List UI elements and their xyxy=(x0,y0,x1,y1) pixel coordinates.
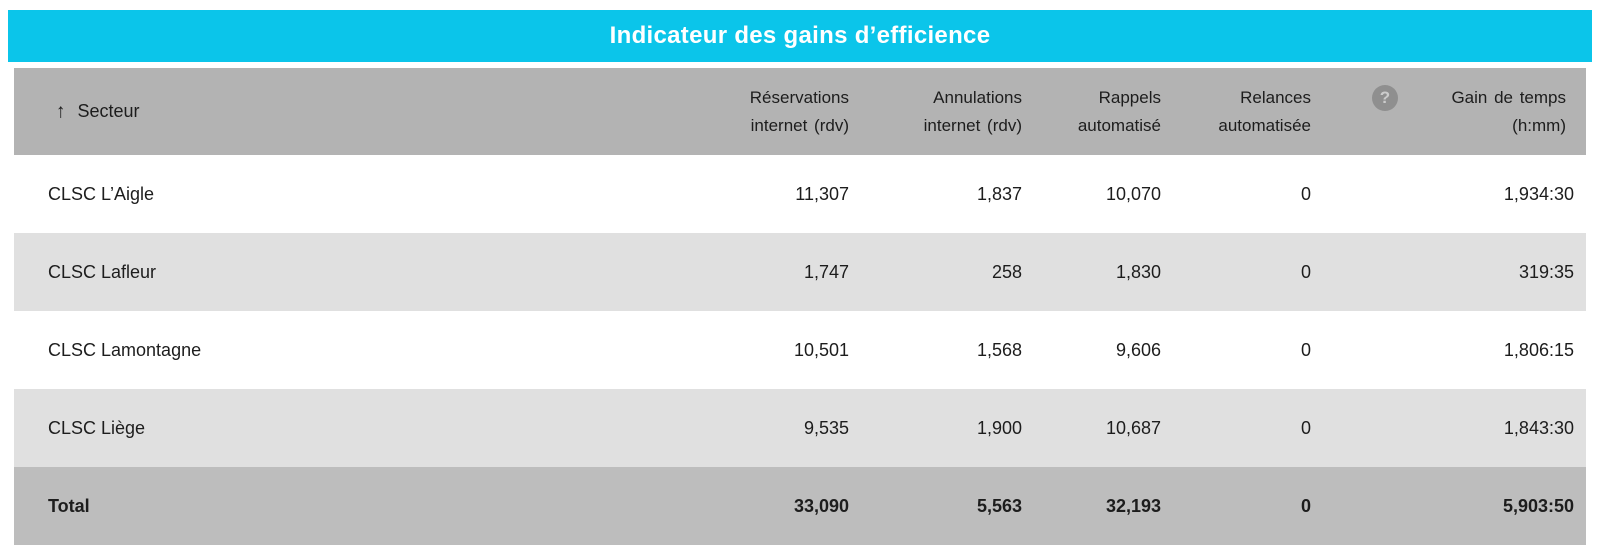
cell-reservations: 11,307 xyxy=(795,183,849,204)
total-reservations: 33,090 xyxy=(793,495,849,516)
cell-spacer xyxy=(1321,311,1416,389)
help-icon[interactable]: ? xyxy=(1372,85,1398,111)
cell-rappels: 10,070 xyxy=(1105,183,1161,204)
column-header-reservations[interactable]: Réservations internet (rdv) xyxy=(684,68,859,155)
total-label: Total xyxy=(48,495,90,516)
table-row: CLSC Lamontagne 10,501 1,568 9,606 0 1,8… xyxy=(14,311,1586,389)
total-relances: 0 xyxy=(1300,495,1311,516)
header-row: ↑ Secteur Réservations internet (rdv) Ann… xyxy=(14,68,1586,155)
total-row: Total 33,090 5,563 32,193 0 5,903:50 xyxy=(14,467,1586,545)
cell-gain: 1,806:15 xyxy=(1503,339,1574,360)
total-gain: 5,903:50 xyxy=(1502,495,1574,516)
column-header-line: Gain de temps xyxy=(1451,87,1566,107)
cell-secteur: CLSC L’Aigle xyxy=(48,183,155,204)
column-header-line: automatisée xyxy=(1218,115,1311,135)
column-header-line: (h:mm) xyxy=(1512,115,1566,135)
page-title: Indicateur des gains d’efficience xyxy=(609,22,991,49)
column-header-line: Réservations xyxy=(749,87,849,107)
cell-spacer xyxy=(1321,233,1416,311)
cell-secteur: CLSC Liège xyxy=(48,417,146,438)
total-rappels: 32,193 xyxy=(1105,495,1161,516)
column-header-line: internet (rdv) xyxy=(923,115,1022,135)
cell-gain: 1,843:30 xyxy=(1503,417,1574,438)
table-row: CLSC Liège 9,535 1,900 10,687 0 1,843:30 xyxy=(14,389,1586,467)
total-annulations: 5,563 xyxy=(976,495,1022,516)
cell-rappels: 10,687 xyxy=(1105,417,1161,438)
column-header-secteur[interactable]: ↑ Secteur xyxy=(14,68,684,155)
cell-spacer xyxy=(1321,155,1416,233)
cell-annulations: 258 xyxy=(991,261,1022,282)
cell-rappels: 1,830 xyxy=(1115,261,1161,282)
cell-relances: 0 xyxy=(1300,261,1311,282)
column-header-secteur-label: Secteur xyxy=(77,101,140,121)
cell-spacer xyxy=(1321,389,1416,467)
cell-secteur: CLSC Lafleur xyxy=(48,261,157,282)
column-header-gain-de-temps[interactable]: Gain de temps (h:mm) xyxy=(1416,68,1586,155)
sort-ascending-icon: ↑ xyxy=(56,100,66,123)
column-header-line: automatisé xyxy=(1077,115,1161,135)
table-row: CLSC L’Aigle 11,307 1,837 10,070 0 1,934… xyxy=(14,155,1586,233)
cell-annulations: 1,837 xyxy=(976,183,1022,204)
cell-annulations: 1,568 xyxy=(976,339,1022,360)
cell-gain: 319:35 xyxy=(1518,261,1574,282)
help-icon-glyph: ? xyxy=(1379,88,1391,107)
column-header-annulations[interactable]: Annulations internet (rdv) xyxy=(859,68,1032,155)
help-column-header: ? xyxy=(1321,68,1416,155)
column-header-line: Rappels xyxy=(1098,87,1161,107)
cell-gain: 1,934:30 xyxy=(1503,183,1574,204)
cell-rappels: 9,606 xyxy=(1115,339,1161,360)
cell-reservations: 9,535 xyxy=(803,417,849,438)
cell-reservations: 10,501 xyxy=(793,339,849,360)
efficiency-gains-table: ↑ Secteur Réservations internet (rdv) Ann… xyxy=(14,68,1586,545)
cell-relances: 0 xyxy=(1300,417,1311,438)
cell-relances: 0 xyxy=(1300,183,1311,204)
table-title-bar: Indicateur des gains d’efficience xyxy=(8,10,1592,62)
column-header-line: Annulations xyxy=(933,87,1022,107)
cell-annulations: 1,900 xyxy=(976,417,1022,438)
column-header-line: Relances xyxy=(1240,87,1311,107)
column-header-line: internet (rdv) xyxy=(750,115,849,135)
table-row: CLSC Lafleur 1,747 258 1,830 0 319:35 xyxy=(14,233,1586,311)
column-header-rappels[interactable]: Rappels automatisé xyxy=(1032,68,1171,155)
cell-relances: 0 xyxy=(1300,339,1311,360)
cell-reservations: 1,747 xyxy=(803,261,849,282)
cell-spacer xyxy=(1321,467,1416,545)
column-header-relances[interactable]: Relances automatisée xyxy=(1171,68,1321,155)
cell-secteur: CLSC Lamontagne xyxy=(48,339,202,360)
